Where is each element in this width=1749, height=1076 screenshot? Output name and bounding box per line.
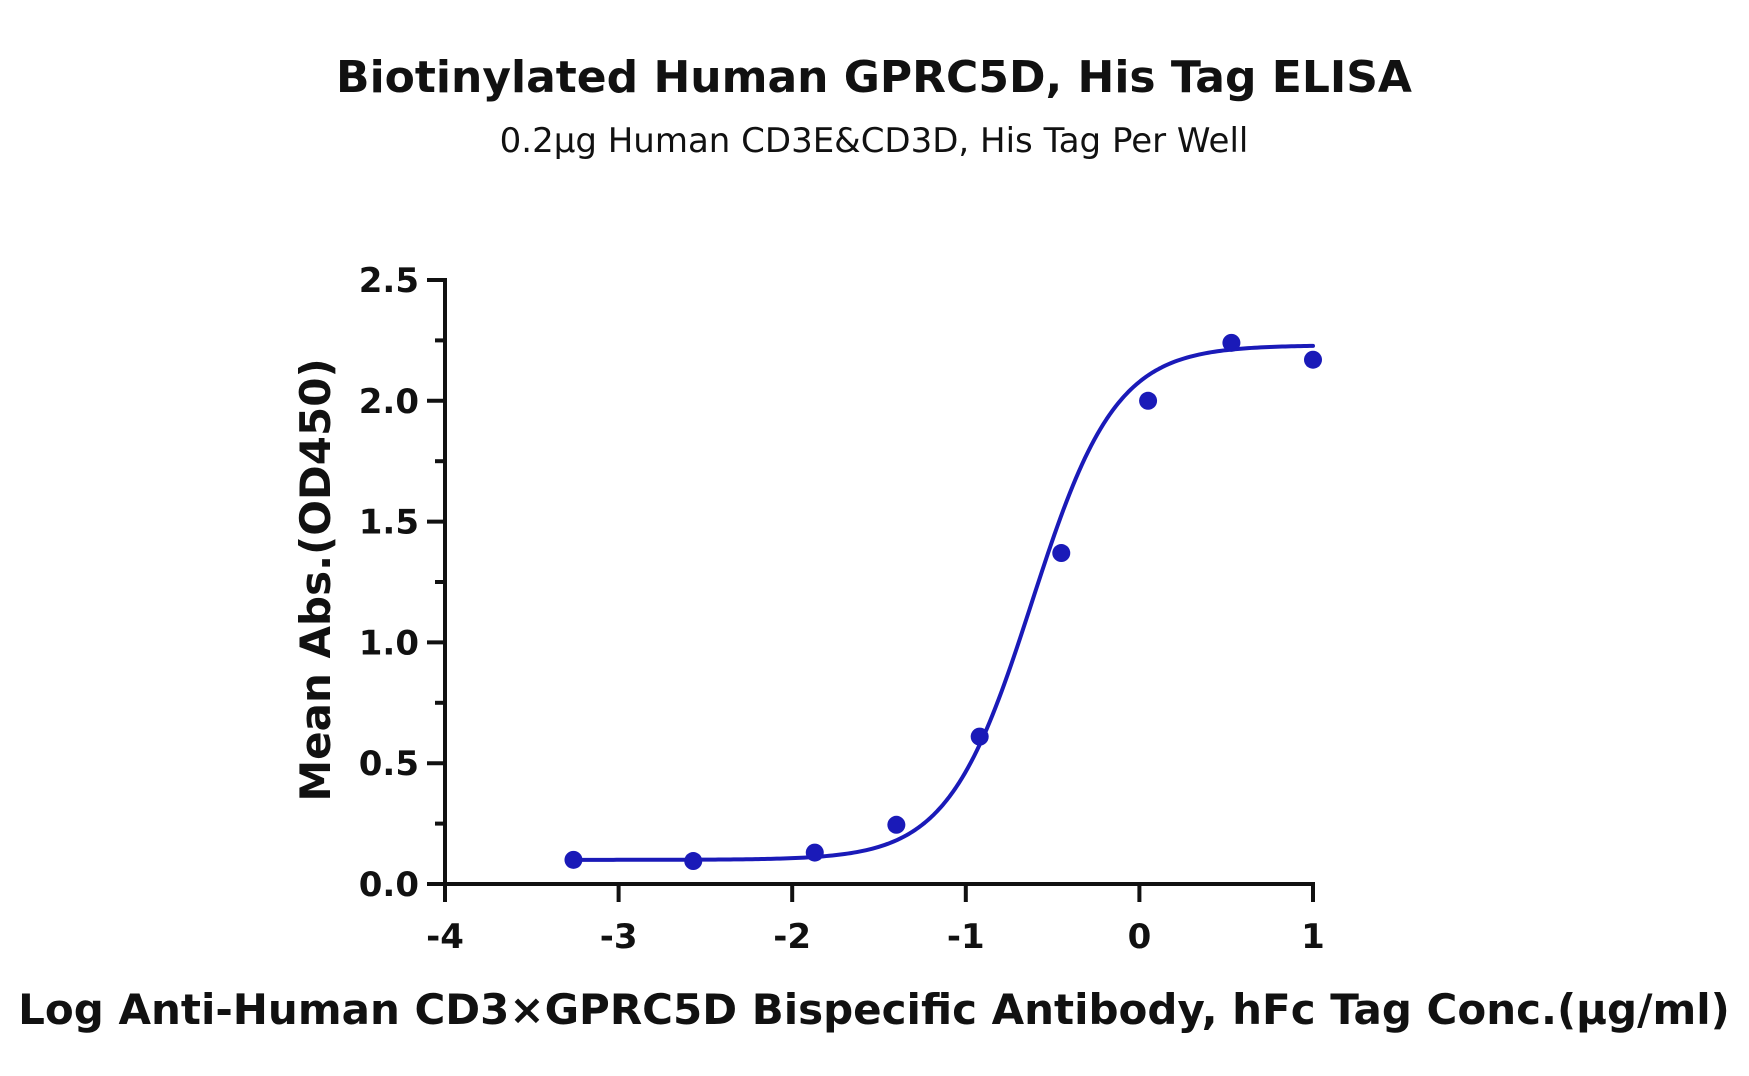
data-point — [1222, 333, 1241, 352]
data-point — [1304, 350, 1322, 369]
data-point — [564, 850, 583, 869]
x-tick-label: 1 — [1301, 917, 1325, 957]
tick-labels: 0.0 0.5 1.0 1.5 2.0 2.5 -4 -3 -2 -1 0 1 — [359, 261, 1325, 957]
data-point — [684, 852, 703, 871]
x-tick-label: -1 — [947, 917, 985, 957]
chart-subtitle: 0.2μg Human CD3E&CD3D, His Tag Per Well — [500, 121, 1249, 161]
x-tick-label: -3 — [600, 917, 638, 957]
y-tick-label: 2.0 — [359, 382, 419, 422]
y-axis-label: Mean Abs.(OD450) — [291, 358, 340, 801]
data-point — [1139, 391, 1158, 410]
x-tick-label: 0 — [1128, 917, 1152, 957]
y-tick-label: 0.0 — [359, 865, 419, 905]
x-tick-label: -4 — [426, 917, 464, 957]
data-points — [564, 333, 1322, 871]
chart-title: Biotinylated Human GPRC5D, His Tag ELISA — [336, 52, 1412, 103]
y-tick-label: 1.5 — [359, 503, 419, 543]
x-axis-label: Log Anti-Human CD3×GPRC5D Bispecific Ant… — [18, 985, 1730, 1034]
data-point — [887, 815, 906, 834]
data-point — [1052, 544, 1071, 563]
data-point — [970, 727, 989, 746]
y-tick-label: 1.0 — [359, 623, 419, 663]
x-tick-label: -2 — [773, 917, 811, 957]
y-tick-label: 2.5 — [359, 261, 419, 301]
y-tick-label: 0.5 — [359, 744, 419, 784]
fit-curve — [571, 343, 1315, 862]
axes — [427, 278, 1315, 902]
data-point — [805, 843, 824, 862]
